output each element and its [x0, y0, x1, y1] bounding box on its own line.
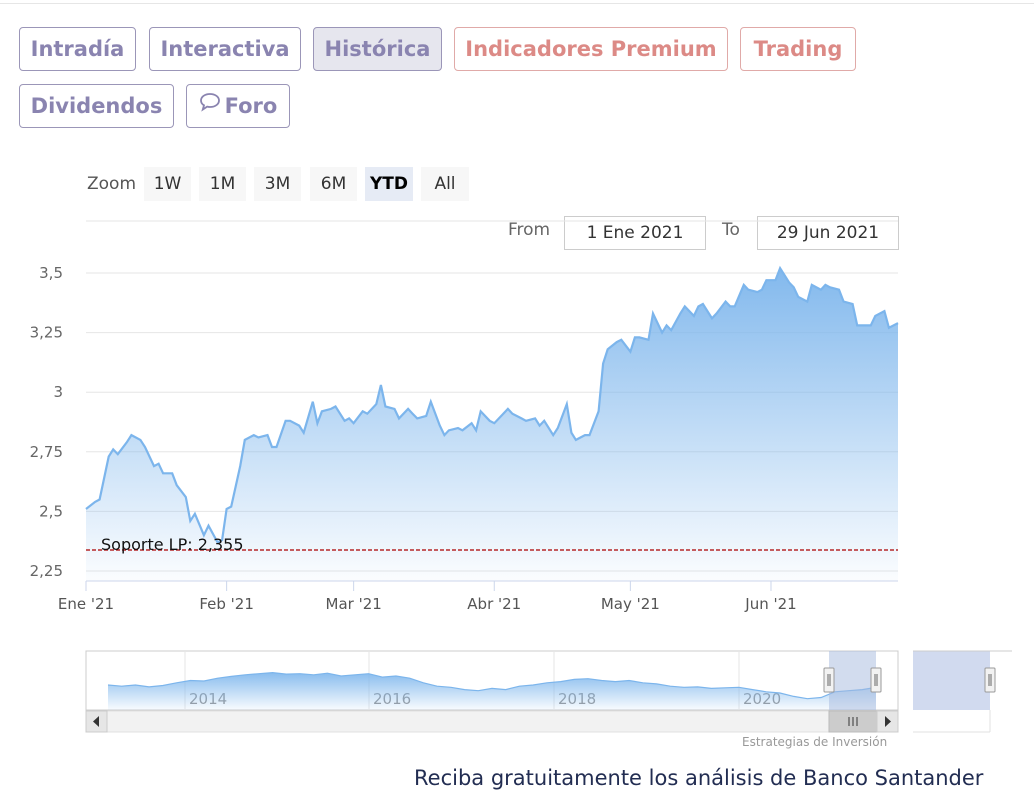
- scrollbar-track[interactable]: [85, 710, 899, 733]
- navigator[interactable]: 2014201620182020: [85, 650, 899, 711]
- tab-label: Trading: [753, 37, 843, 61]
- zoom-1m-button[interactable]: 1M: [199, 167, 246, 201]
- y-tick-label: 3,25: [30, 324, 63, 342]
- navigator-left-handle[interactable]: [823, 667, 835, 693]
- y-tick-label: 2,25: [30, 562, 63, 580]
- x-tick-label: May '21: [601, 595, 660, 613]
- arrow-left-icon: [93, 716, 99, 727]
- tab-foro[interactable]: Foro: [186, 84, 290, 128]
- navigator-selection[interactable]: [829, 651, 876, 710]
- y-tick-label: 3: [53, 383, 63, 401]
- arrow-right-icon: [885, 716, 891, 727]
- top-divider: [0, 3, 1034, 4]
- tab-trading[interactable]: Trading: [740, 27, 856, 71]
- tab-label: Histórica: [324, 37, 431, 61]
- chart-credits[interactable]: Estrategias de Inversión: [742, 735, 888, 749]
- navigator-right-handle[interactable]: [870, 667, 882, 693]
- price-area: [86, 268, 898, 581]
- navigator-area: [108, 672, 876, 710]
- tab-indicadores-premium[interactable]: Indicadores Premium: [454, 27, 728, 71]
- tab-label: Intradía: [30, 37, 125, 61]
- tab-historica[interactable]: Histórica: [313, 27, 442, 71]
- range-to-input[interactable]: 29 Jun 2021: [757, 216, 899, 250]
- range-to-label: To: [722, 220, 740, 240]
- x-tick-label: Feb '21: [199, 595, 254, 613]
- x-tick-label: Jun '21: [744, 595, 796, 613]
- x-tick-label: Abr '21: [467, 595, 521, 613]
- navigator-scrollbar[interactable]: [85, 710, 899, 733]
- y-tick-label: 2,75: [30, 443, 63, 461]
- zoom-3m-button[interactable]: 3M: [254, 167, 301, 201]
- navigator-overflow-panel: [913, 650, 1012, 733]
- overflow-handle[interactable]: [984, 667, 996, 693]
- tab-label: Interactiva: [160, 37, 290, 61]
- range-from-label: From: [508, 220, 551, 240]
- support-label: Soporte LP: 2,355: [101, 535, 244, 554]
- tab-intradia[interactable]: Intradía: [19, 27, 136, 71]
- tab-label: Indicadores Premium: [465, 37, 717, 61]
- y-tick-label: 3,5: [39, 264, 63, 282]
- range-from-input[interactable]: 1 Ene 2021: [564, 216, 706, 250]
- price-line: [85, 265, 899, 544]
- y-tick-label: 2,5: [39, 502, 63, 520]
- x-tick-label: Ene '21: [58, 595, 114, 613]
- tab-dividendos[interactable]: Dividendos: [19, 84, 174, 128]
- zoom-label: Zoom: [87, 174, 137, 194]
- promo-text[interactable]: Reciba gratuitamente los análisis de Ban…: [414, 766, 984, 790]
- navigator-line: [107, 671, 877, 700]
- zoom-ytd-button[interactable]: YTD: [365, 167, 413, 201]
- zoom-6m-button[interactable]: 6M: [310, 167, 357, 201]
- zoom-1w-button[interactable]: 1W: [144, 167, 191, 201]
- chat-bubble-icon: [199, 84, 221, 126]
- tab-label: Foro: [224, 94, 278, 118]
- tab-label: Dividendos: [30, 94, 163, 118]
- x-tick-label: Mar '21: [326, 595, 382, 613]
- tab-interactiva[interactable]: Interactiva: [149, 27, 301, 71]
- zoom-all-button[interactable]: All: [421, 167, 469, 201]
